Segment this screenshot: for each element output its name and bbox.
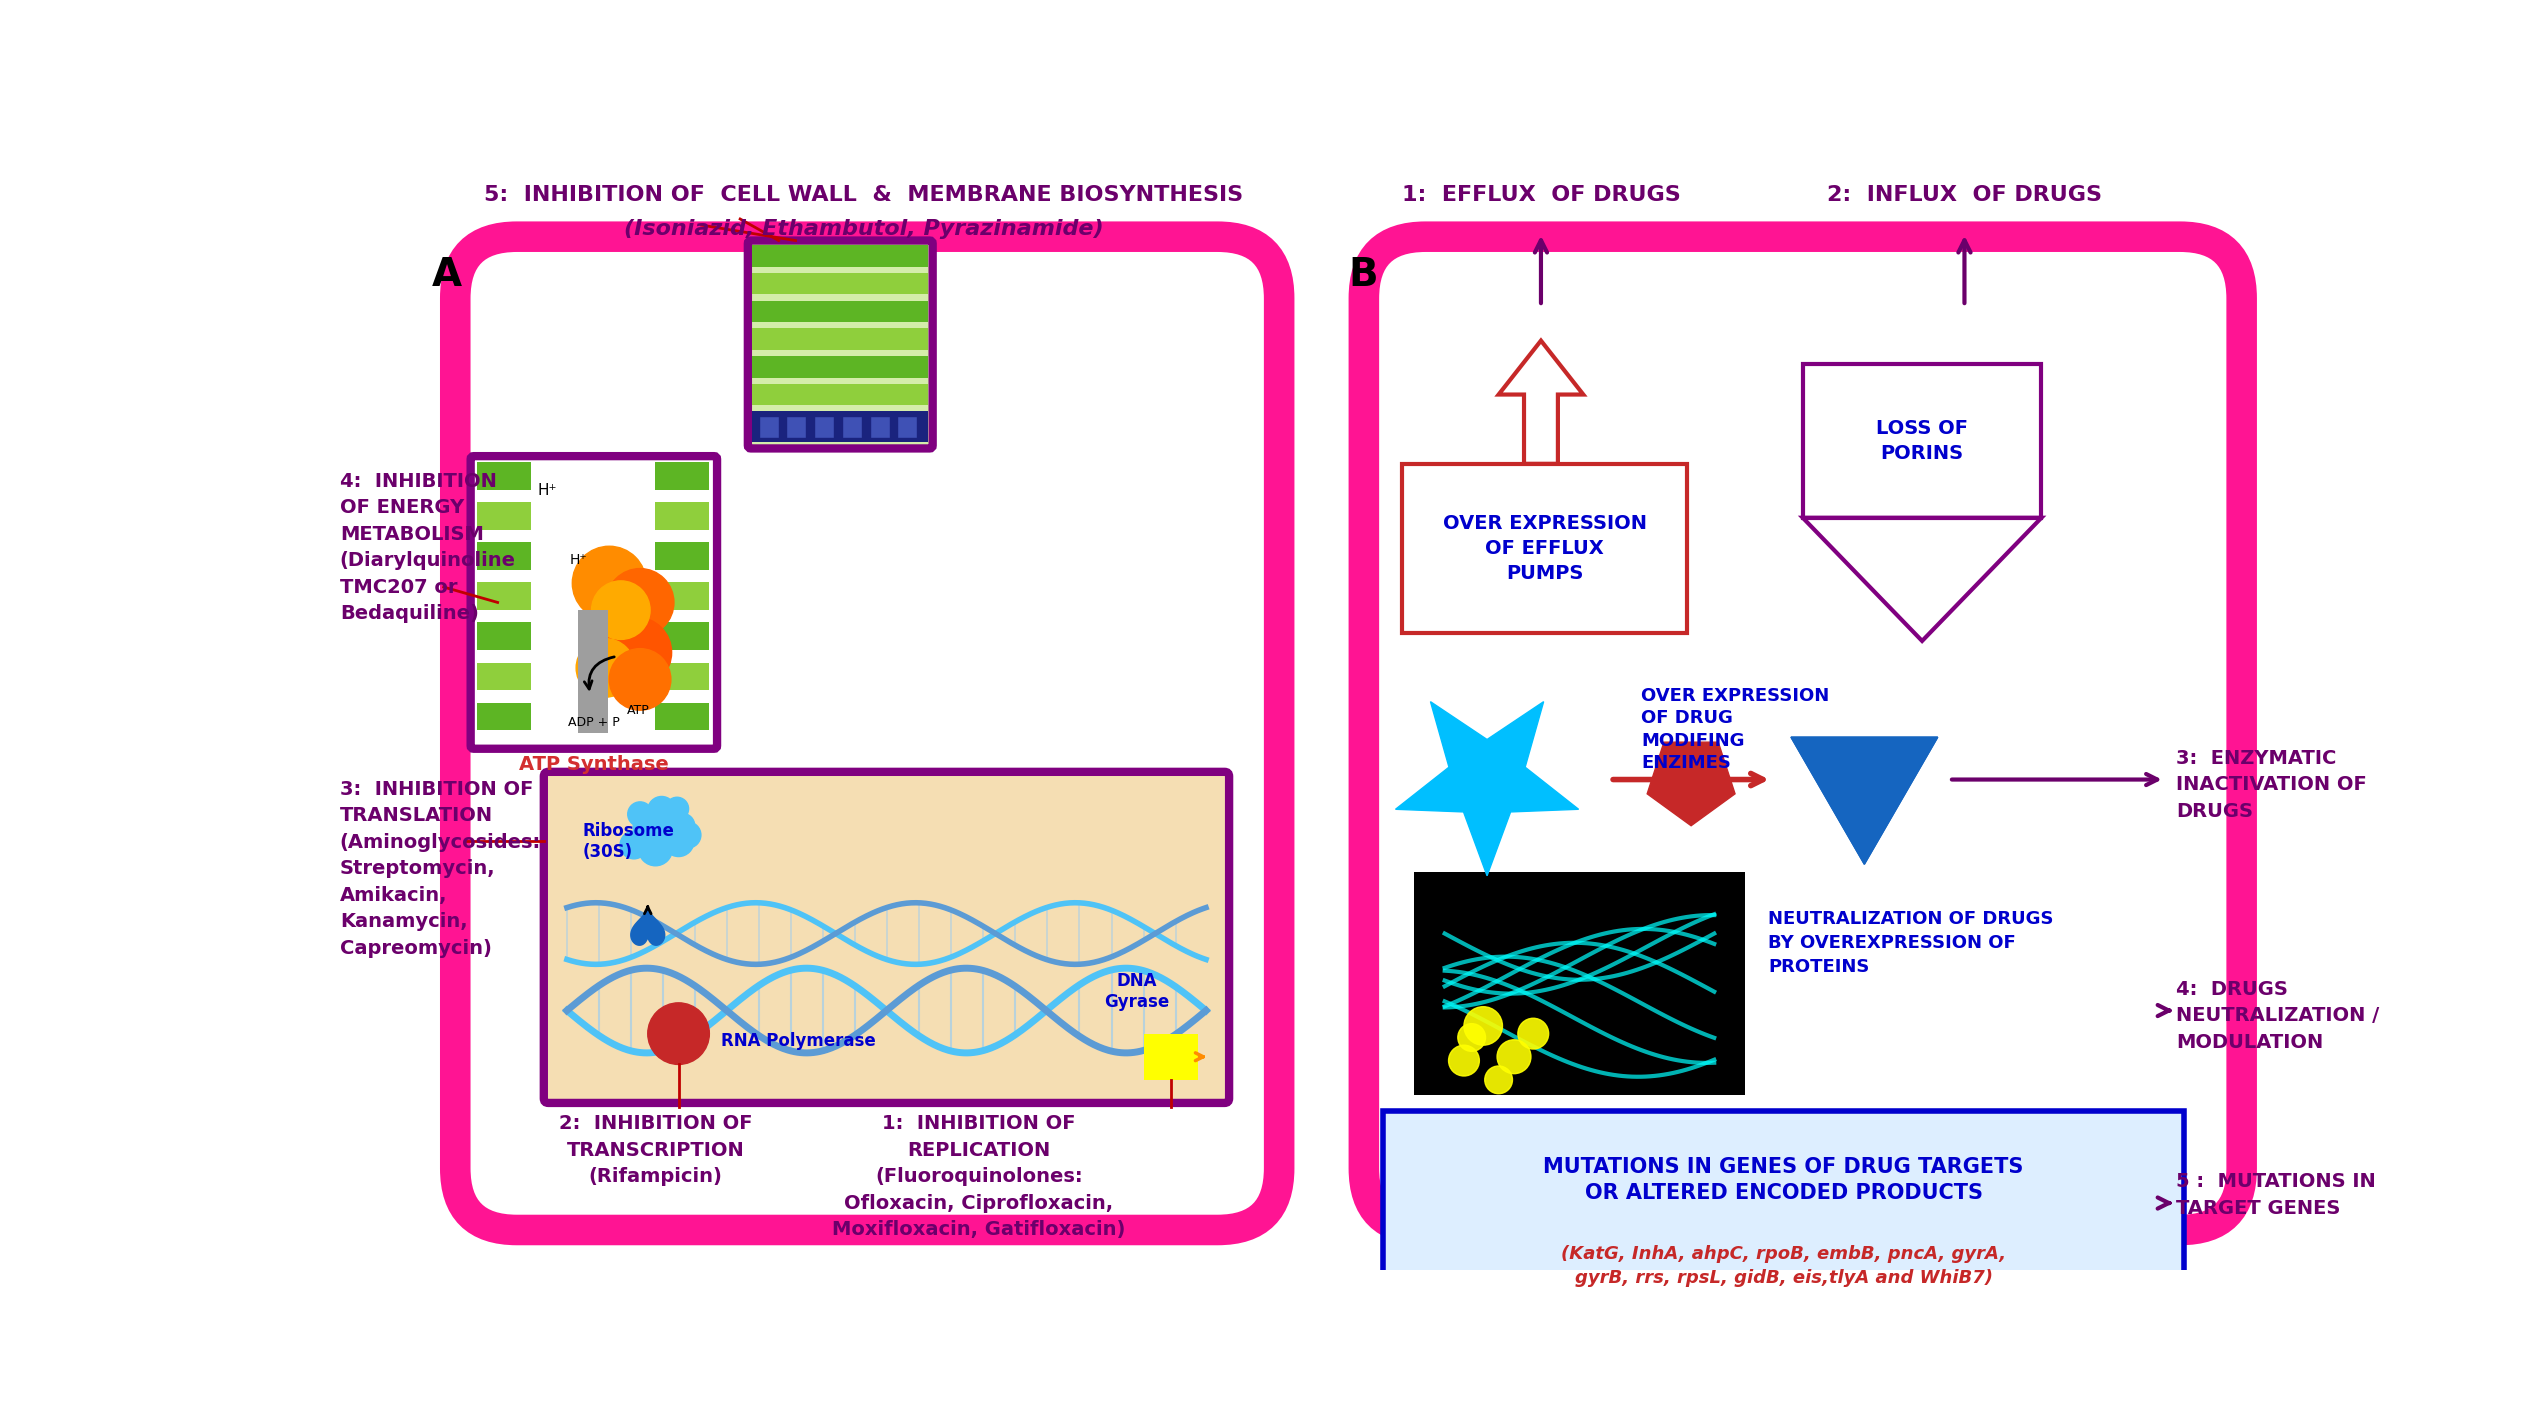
Bar (476, 542, 532, 571)
Circle shape (633, 815, 659, 841)
Circle shape (575, 639, 633, 698)
Bar (870, 417, 890, 438)
Circle shape (580, 601, 646, 665)
Text: H⁺: H⁺ (570, 552, 588, 567)
Bar (1145, 1033, 1198, 1080)
Text: 4:  DRUGS
NEUTRALIZATION /
MODULATION: 4: DRUGS NEUTRALIZATION / MODULATION (2175, 980, 2379, 1052)
Text: MUTATIONS IN GENES OF DRUG TARGETS
OR ALTERED ENCODED PRODUCTS: MUTATIONS IN GENES OF DRUG TARGETS OR AL… (1544, 1157, 2022, 1203)
Text: H⁺: H⁺ (537, 482, 557, 498)
Circle shape (1486, 1066, 1514, 1093)
Text: B: B (1348, 255, 1379, 294)
Bar (476, 462, 532, 489)
FancyBboxPatch shape (471, 457, 717, 749)
FancyBboxPatch shape (544, 772, 1229, 1103)
Circle shape (674, 822, 702, 848)
Bar (476, 702, 532, 731)
Bar (656, 622, 710, 651)
Bar (656, 582, 710, 611)
Bar (753, 384, 929, 405)
Bar (753, 411, 929, 442)
Bar (753, 301, 929, 323)
Text: ATP Synthase: ATP Synthase (519, 755, 669, 773)
Polygon shape (1791, 738, 1939, 865)
Text: 1:  EFFLUX  OF DRUGS: 1: EFFLUX OF DRUGS (1402, 186, 1682, 205)
Circle shape (654, 811, 684, 841)
Circle shape (593, 581, 651, 639)
Text: OVER EXPRESSION
OF DRUG
MODIFING
ENZIMES: OVER EXPRESSION OF DRUG MODIFING ENZIMES (1641, 688, 1829, 772)
Bar (476, 622, 532, 651)
Circle shape (572, 547, 646, 621)
Text: 2:  INHIBITION OF
TRANSCRIPTION
(Rifampicin): 2: INHIBITION OF TRANSCRIPTION (Rifampic… (560, 1114, 753, 1186)
Bar (476, 662, 532, 691)
Text: ATP: ATP (628, 704, 649, 718)
Circle shape (1458, 1023, 1486, 1052)
Bar (753, 245, 929, 267)
Polygon shape (1646, 742, 1735, 826)
Circle shape (628, 802, 651, 826)
Text: 5:  INHIBITION OF  CELL WALL  &  MEMBRANE BIOSYNTHESIS: 5: INHIBITION OF CELL WALL & MEMBRANE BI… (483, 186, 1244, 205)
Circle shape (621, 831, 649, 859)
Circle shape (1519, 1019, 1549, 1049)
Bar (1384, 1110, 2183, 1334)
Circle shape (1496, 1040, 1531, 1073)
Text: 5 :  MUTATIONS IN
TARGET GENES: 5 : MUTATIONS IN TARGET GENES (2175, 1172, 2376, 1217)
Text: (KatG, InhA, ahpC, rpoB, embB, pncA, gyrA,
gyrB, rrs, rpsL, gidB, eis,tlyA and W: (KatG, InhA, ahpC, rpoB, embB, pncA, gyr… (1562, 1246, 2007, 1287)
Circle shape (639, 832, 672, 866)
Bar (656, 662, 710, 691)
Bar (1414, 872, 1745, 1096)
Text: 3:  ENZYMATIC
INACTIVATION OF
DRUGS: 3: ENZYMATIC INACTIVATION OF DRUGS (2175, 749, 2366, 821)
Circle shape (649, 1003, 710, 1065)
Circle shape (1463, 1006, 1504, 1045)
Bar (753, 328, 929, 350)
Bar (656, 542, 710, 571)
Bar (656, 502, 710, 529)
Text: LOSS OF
PORINS: LOSS OF PORINS (1875, 418, 1969, 462)
Text: NEUTRALIZATION OF DRUGS
BY OVEREXPRESSION OF
PROTEINS: NEUTRALIZATION OF DRUGS BY OVEREXPRESSIO… (1768, 910, 2053, 976)
Circle shape (1448, 1045, 1481, 1076)
Bar (814, 417, 834, 438)
Text: ADP + P: ADP + P (567, 715, 621, 729)
Bar (1804, 364, 2040, 518)
Bar (1402, 464, 1687, 634)
Bar (758, 417, 778, 438)
Bar (476, 582, 532, 611)
Text: DNA
Gyrase: DNA Gyrase (1104, 972, 1170, 1010)
Circle shape (600, 616, 672, 688)
Polygon shape (631, 908, 664, 945)
Text: A: A (432, 255, 463, 294)
Text: 2:  INFLUX  OF DRUGS: 2: INFLUX OF DRUGS (1827, 186, 2101, 205)
Polygon shape (1791, 738, 1939, 865)
Text: 3:  INHIBITION OF
TRANSLATION
(Aminoglycosides:
Streptomycin,
Amikacin,
Kanamyci: 3: INHIBITION OF TRANSLATION (Aminoglyco… (341, 779, 542, 958)
Text: RNA Polymerase: RNA Polymerase (720, 1032, 875, 1050)
Bar (753, 273, 929, 294)
Circle shape (664, 826, 695, 856)
Bar (476, 502, 532, 529)
Bar (656, 462, 710, 489)
Bar (842, 417, 862, 438)
Bar (898, 417, 918, 438)
Polygon shape (1397, 702, 1580, 876)
Circle shape (669, 813, 695, 838)
Bar (786, 417, 806, 438)
Circle shape (667, 798, 689, 821)
Text: 1:  INHIBITION OF
REPLICATION
(Fluoroquinolones:
Ofloxacin, Ciprofloxacin,
Moxif: 1: INHIBITION OF REPLICATION (Fluoroquin… (832, 1114, 1124, 1240)
Text: Ribosome
(30S): Ribosome (30S) (583, 822, 674, 860)
Bar (656, 702, 710, 731)
Circle shape (649, 796, 677, 825)
Bar (577, 611, 608, 733)
Circle shape (608, 649, 672, 711)
Text: 4:  INHIBITION
OF ENERGY
METABOLISM
(Diarylquinoline
TMC207 or
Bedaquiline): 4: INHIBITION OF ENERGY METABOLISM (Diar… (341, 471, 516, 624)
Text: (Isoniazid, Ethambutol, Pyrazinamide): (Isoniazid, Ethambutol, Pyrazinamide) (623, 218, 1104, 238)
Bar (753, 357, 929, 378)
FancyBboxPatch shape (748, 241, 934, 448)
Circle shape (605, 568, 674, 636)
Text: OVER EXPRESSION
OF EFFLUX
PUMPS: OVER EXPRESSION OF EFFLUX PUMPS (1442, 514, 1646, 584)
